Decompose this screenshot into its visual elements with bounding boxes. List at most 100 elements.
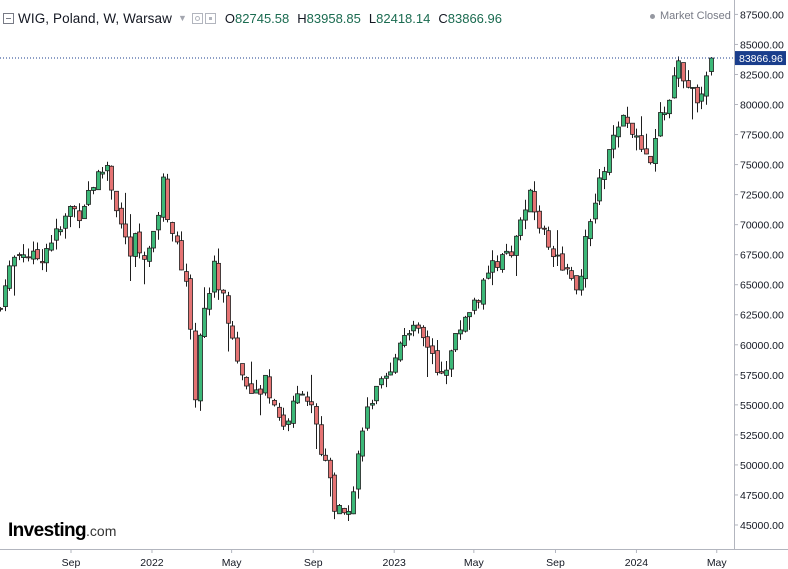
candle-down	[542, 227, 547, 230]
candle-up	[161, 176, 166, 218]
candle-up	[597, 177, 602, 202]
candle-down	[421, 326, 426, 339]
x-tick-label: Sep	[304, 557, 323, 569]
y-tick-label: 47500.00	[740, 490, 784, 502]
candle-up	[374, 385, 379, 402]
x-tick-label: 2023	[383, 557, 407, 569]
x-tick-label: 2022	[140, 557, 164, 569]
candle-down	[648, 155, 653, 164]
low-value: 82418.14	[376, 10, 431, 26]
high-value: 83958.85	[306, 10, 361, 26]
candle-up	[291, 400, 296, 424]
candle-down	[416, 324, 421, 329]
candle-up	[49, 242, 54, 251]
candle-down	[681, 62, 686, 82]
candle-up	[384, 375, 389, 379]
eye-icon[interactable]	[191, 12, 203, 24]
candle-down	[188, 278, 193, 330]
candle-up	[672, 75, 677, 99]
candle-up	[704, 75, 709, 97]
candle-up	[518, 219, 523, 236]
candle-up	[3, 285, 8, 308]
candle-down	[109, 165, 114, 191]
candle-up	[667, 99, 672, 115]
status-dot-icon	[650, 13, 655, 19]
candle-up	[676, 60, 681, 79]
candle-up	[634, 135, 639, 138]
candle-down	[532, 191, 537, 213]
chart-header: WIG, Poland, W, Warsaw ▼ O82745.58 H8395…	[0, 9, 502, 27]
x-tick-label: Sep	[546, 557, 565, 569]
candle-down	[193, 330, 198, 401]
candle-up	[514, 235, 519, 256]
x-tick-label: May	[707, 557, 728, 569]
candle-up	[254, 389, 259, 394]
candle-down	[128, 236, 133, 257]
candle-up	[63, 215, 68, 229]
y-tick-label: 50000.00	[740, 460, 784, 472]
candle-up	[86, 189, 91, 205]
y-tick-label: 87500.00	[740, 9, 784, 21]
investing-logo: Investing.com	[8, 520, 117, 541]
candle-down	[695, 86, 700, 104]
y-tick-label: 75000.00	[740, 160, 784, 172]
candle-down	[509, 251, 514, 257]
candle-down	[175, 235, 180, 243]
candle-up	[699, 93, 704, 102]
candle-up	[467, 312, 472, 318]
candle-up	[528, 189, 533, 213]
y-tick-label: 85000.00	[740, 39, 784, 51]
candle-up	[300, 393, 305, 396]
candle-up	[583, 236, 588, 280]
y-tick-label: 57500.00	[740, 370, 784, 382]
candle-up	[44, 248, 49, 264]
candle-down	[639, 135, 644, 150]
candle-up	[616, 126, 621, 138]
candle-down	[430, 345, 435, 354]
candle-down	[495, 261, 500, 268]
candle-down	[235, 337, 240, 362]
gear-icon[interactable]	[204, 12, 216, 24]
candle-up	[156, 214, 161, 231]
ohlc-readout: O82745.58 H83958.85 L82418.14 C83866.96	[224, 10, 502, 26]
candle-down	[119, 207, 124, 225]
last-price-label: 83866.96	[739, 53, 783, 65]
y-tick-label: 55000.00	[740, 400, 784, 412]
close-value: 83866.96	[447, 10, 502, 26]
candle-down	[244, 376, 249, 387]
y-tick-label: 77500.00	[740, 130, 784, 142]
candle-up	[147, 247, 152, 262]
y-tick-label: 45000.00	[740, 520, 784, 532]
candle-up	[351, 491, 356, 515]
candle-up	[198, 334, 203, 402]
candle-down	[114, 190, 119, 212]
candle-down	[546, 230, 551, 248]
candle-down	[439, 371, 444, 374]
candle-up	[346, 510, 351, 515]
candle-up	[21, 254, 26, 258]
collapse-icon[interactable]	[3, 12, 14, 24]
candle-up	[31, 250, 36, 260]
candle-down	[305, 396, 310, 402]
candle-down	[249, 383, 254, 394]
candle-up	[662, 112, 667, 116]
candle-down	[267, 376, 272, 399]
candle-up	[263, 374, 268, 394]
candle-up	[449, 350, 454, 370]
candle-up	[607, 149, 612, 173]
candle-down	[258, 388, 263, 395]
candle-down	[569, 270, 574, 279]
chevron-down-icon[interactable]: ▼	[177, 13, 187, 23]
y-tick-label: 67500.00	[740, 250, 784, 262]
candle-up	[388, 371, 393, 376]
candle-down	[77, 210, 82, 222]
candle-down	[644, 148, 649, 155]
candle-up	[96, 171, 101, 191]
candle-up	[100, 171, 105, 175]
candle-down	[309, 401, 314, 406]
candle-up	[370, 403, 375, 406]
candle-down	[328, 459, 333, 479]
candle-up	[444, 369, 449, 376]
